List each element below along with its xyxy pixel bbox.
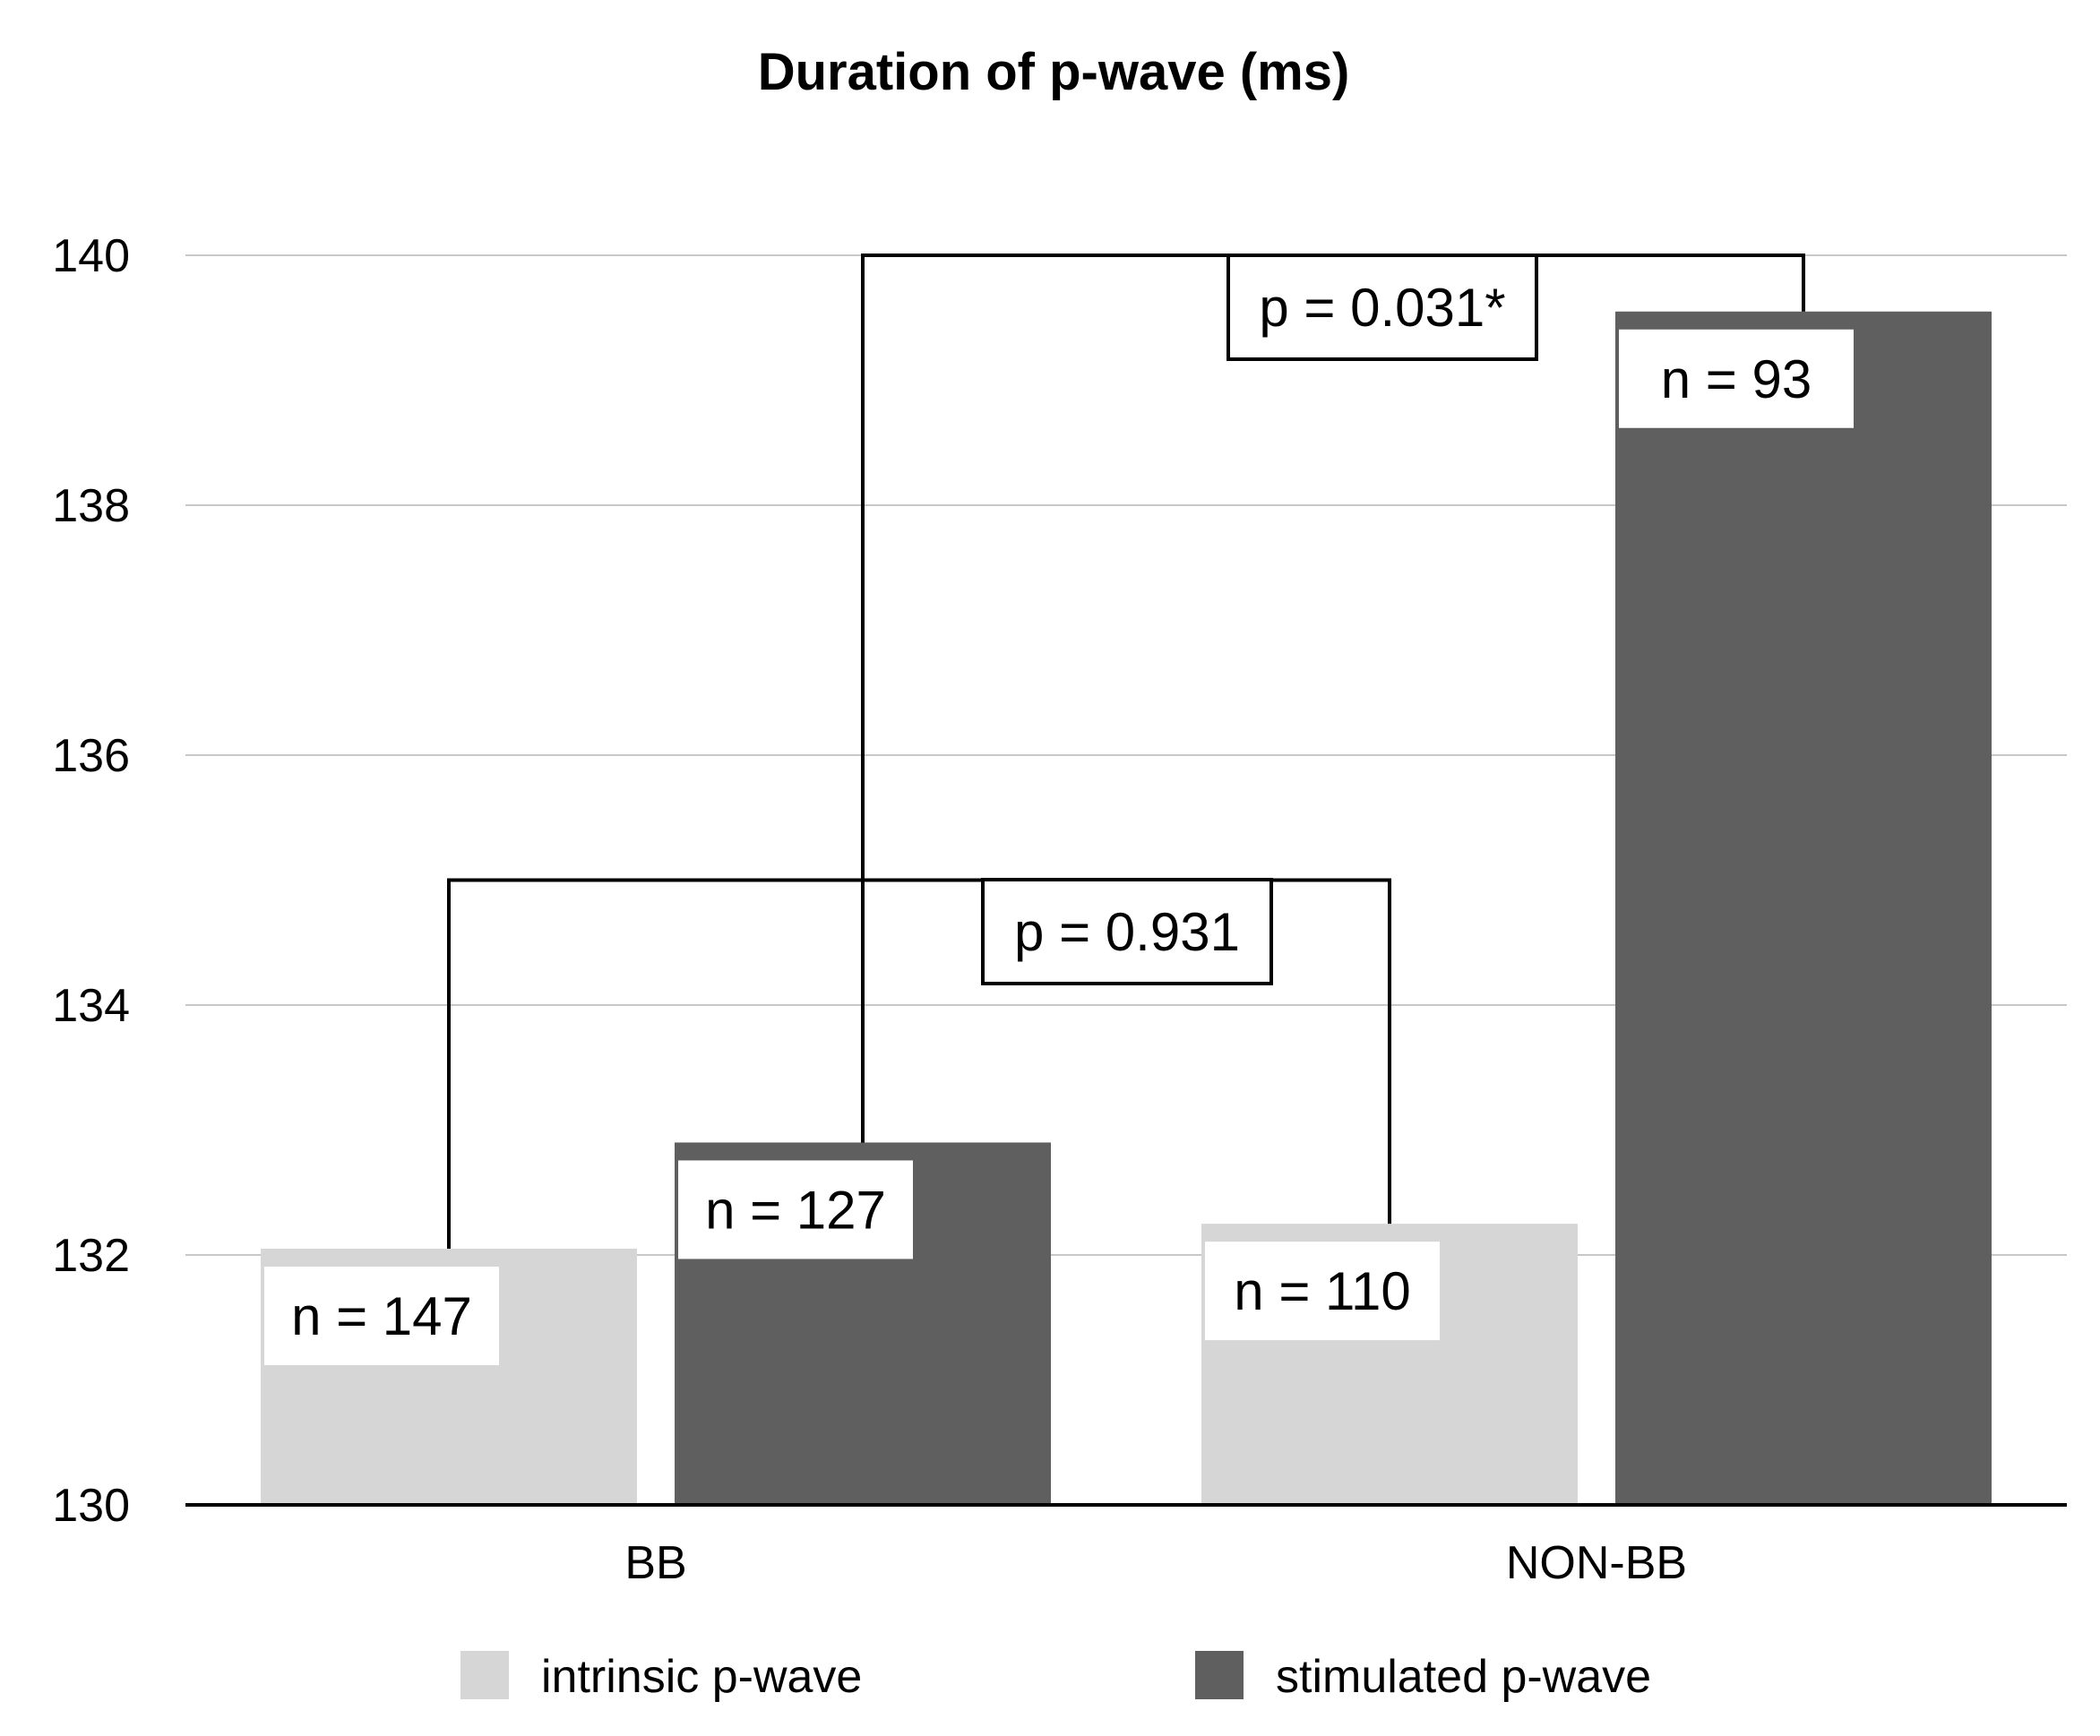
legend-swatch (1195, 1651, 1244, 1699)
p-value-label: p = 0.031* (1259, 278, 1505, 338)
p-value-box (1226, 254, 1538, 361)
bar-labels: n = 147 n = 110 n = 127 n = 93 (264, 329, 1854, 1366)
n-label-box (1205, 1242, 1440, 1341)
y-tick-label: 138 (52, 480, 130, 532)
y-tick-label: 134 (52, 980, 130, 1032)
y-tick-label: 136 (52, 730, 130, 782)
legend-label: intrinsic p-wave (541, 1651, 862, 1703)
n-label: n = 93 (1661, 349, 1812, 409)
x-axis-categories: BB NON-BB (624, 1537, 1687, 1589)
y-tick-label: 132 (52, 1230, 130, 1282)
legend-label: stimulated p-wave (1276, 1651, 1651, 1703)
y-tick-label: 140 (52, 230, 130, 282)
y-tick-label: 130 (52, 1480, 130, 1532)
x-category-label: BB (624, 1537, 686, 1589)
bar (1615, 311, 1992, 1505)
p-value-label: p = 0.931 (1014, 902, 1240, 962)
significance-brackets: p = 0.931 p = 0.031* (447, 254, 1805, 1250)
legend-swatch (460, 1651, 509, 1699)
p-value-box (981, 878, 1273, 985)
n-label-box (1619, 329, 1854, 428)
legend: intrinsic p-wave stimulated p-wave (460, 1651, 1651, 1703)
chart-title: Duration of p-wave (ms) (758, 43, 1350, 101)
n-label-box (264, 1267, 499, 1366)
x-category-label: NON-BB (1506, 1537, 1687, 1589)
y-axis-ticks: 130 132 134 136 138 140 (52, 230, 130, 1532)
n-label: n = 127 (705, 1180, 886, 1240)
significance-bracket (447, 878, 1391, 1250)
n-label: n = 110 (1234, 1261, 1410, 1321)
n-label-box (678, 1160, 913, 1259)
n-label: n = 147 (291, 1286, 472, 1346)
